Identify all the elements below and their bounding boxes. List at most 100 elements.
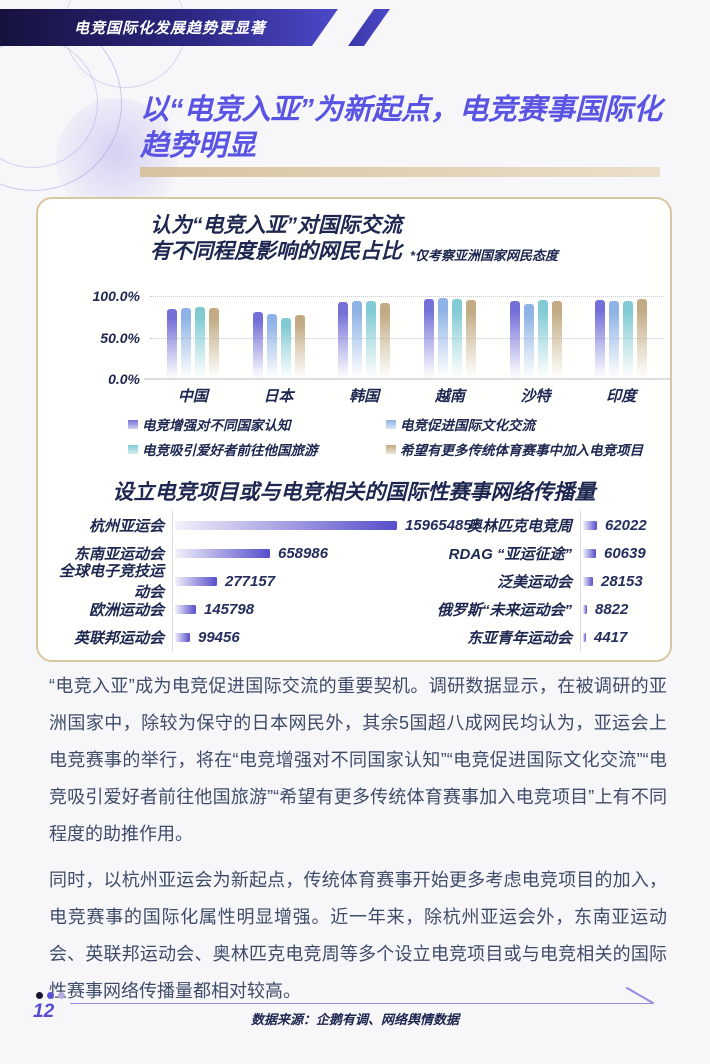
hbar-label: 英联邦运动会 — [73, 629, 164, 647]
bar — [252, 312, 263, 380]
bar-group — [578, 296, 664, 380]
hbar-value: 658986 — [278, 544, 329, 562]
hbar-row: RDAG “亚运征途” 60639 — [406, 539, 668, 567]
hbar — [583, 520, 597, 530]
bar — [551, 301, 562, 380]
chart-legend: 电竞增强对不同国家认知 电竞促进国际文化交流电竞吸引爱好者前往他国旅游 希望有更多传… — [128, 414, 643, 459]
bar — [352, 301, 363, 380]
hbar-zone: 60639 — [580, 539, 668, 567]
bar-group — [493, 296, 579, 380]
bar — [294, 314, 305, 380]
hbar-zone: 99456 — [172, 623, 488, 651]
hbar-zone: 28153 — [580, 567, 668, 595]
header-ribbon-label: 电竞国际化发展趋势更显著 — [74, 20, 267, 37]
footer-divider — [70, 1003, 652, 1004]
hbar-label: 杭州亚运会 — [88, 517, 164, 535]
hbar-row: 俄罗斯“未来运动会” 8822 — [406, 595, 668, 623]
bar — [537, 300, 548, 380]
hbar-row: 东亚青年运动会 4417 — [406, 623, 668, 651]
category-label: 印度 — [606, 388, 637, 405]
hbar-row: 全球电子竞技运动会 277157 — [48, 563, 488, 601]
legend-label: 电竞促进国际文化交流 — [400, 418, 535, 433]
hbar — [583, 632, 586, 642]
header-ribbon-stripe-icon — [348, 9, 390, 46]
hbar-zone: 658986 — [172, 539, 488, 567]
hbar-row: 杭州亚运会 15965485 — [48, 511, 488, 539]
bar — [194, 306, 205, 380]
bar — [509, 301, 520, 380]
gridline-50 — [150, 338, 664, 339]
legend-item: 电竞增强对不同国家认知 — [128, 414, 386, 434]
hbar-label: 东亚青年运动会 — [466, 629, 572, 647]
hbar-zone: 4417 — [580, 623, 668, 651]
category-label: 韩国 — [349, 388, 380, 405]
survey-chart-note: *仅考察亚洲国家网民态度 — [409, 248, 559, 263]
hbar-row: 欧洲运动会 145798 — [48, 595, 488, 623]
bar — [637, 299, 648, 380]
bar — [609, 301, 620, 380]
footer-arrow-icon — [626, 987, 654, 1004]
spread-chart-right-column: 奥林匹克电竞周 62022 RDAG “亚运征途” 60639 泛美运动会 28153 俄罗… — [406, 511, 668, 651]
hbar-value: 60639 — [604, 544, 646, 562]
hbar-value: 8822 — [595, 600, 629, 618]
body-paragraph-1: “电竞入亚”成为电竞促进国际交流的重要契机。调研数据显示，在被调研的亚洲国家中，… — [49, 676, 667, 844]
hbar-row: 奥林匹克电竞周 62022 — [406, 511, 668, 539]
bar — [595, 300, 606, 380]
legend-marker-icon — [386, 419, 396, 429]
legend-label: 电竞增强对不同国家认知 — [142, 418, 291, 433]
hbar-row: 英联邦运动会 99456 — [48, 623, 488, 651]
category-label: 沙特 — [520, 388, 551, 405]
bar — [208, 307, 219, 380]
page-title: 以“电竞入亚”为新起点，电竞赛事国际化趋势明显 — [140, 94, 663, 162]
charts-card: 认为“电竞入亚”对国际交流 有不同程度影响的网民占比 *仅考察亚洲国家网民态度 1… — [36, 197, 672, 662]
bar — [266, 313, 277, 380]
hbar — [583, 576, 593, 586]
bar — [380, 302, 391, 380]
title-underline — [140, 167, 660, 177]
legend-marker-icon — [128, 419, 138, 429]
bar-group — [150, 296, 236, 380]
page-number: 12 — [33, 1001, 55, 1022]
data-source-note: 数据来源：企鹅有调、网络舆情数据 — [250, 1012, 459, 1027]
hbar-value: 99456 — [198, 628, 240, 646]
hbar-zone: 62022 — [580, 511, 668, 539]
survey-chart-title: 认为“电竞入亚”对国际交流 有不同程度影响的网民占比 — [149, 214, 402, 263]
bar — [451, 299, 462, 380]
axis-baseline — [144, 378, 670, 380]
spread-chart-title: 设立电竞项目或与电竞相关的国际性赛事网络传播量 — [112, 481, 596, 504]
legend-item: 电竞促进国际文化交流 — [386, 414, 643, 434]
hbar — [175, 548, 270, 558]
hbar-value: 28153 — [601, 572, 643, 590]
hbar-value: 62022 — [605, 516, 647, 534]
bar-groups — [150, 296, 664, 380]
bar — [437, 297, 448, 380]
bar — [166, 309, 177, 380]
legend-item: 电竞吸引爱好者前往他国旅游 — [128, 439, 386, 459]
bar-group — [321, 296, 407, 380]
hbar — [175, 576, 217, 586]
category-labels: 中国 日本 韩国 越南 沙特 印度 — [150, 385, 664, 406]
hbar-label: 泛美运动会 — [496, 573, 572, 591]
legend-marker-icon — [128, 444, 138, 454]
hbar — [583, 548, 596, 558]
footer-dots-icon — [36, 992, 65, 999]
legend-label: 希望有更多传统体育赛事中加入电竞项目 — [400, 443, 643, 458]
header-ribbon: 电竞国际化发展趋势更显著 — [0, 9, 338, 46]
hbar-label: RDAG “亚运征途” — [448, 545, 572, 563]
bar — [366, 301, 377, 380]
hbar — [175, 520, 397, 530]
bar — [465, 300, 476, 380]
hbar-label: 欧洲运动会 — [88, 601, 164, 619]
legend-label: 电竞吸引爱好者前往他国旅游 — [142, 443, 318, 458]
bar — [280, 317, 291, 380]
spread-chart-left-column: 杭州亚运会 15965485 东南亚运动会 658986 全球电子竞技运动会 277157… — [48, 511, 488, 651]
hbar-row: 泛美运动会 28153 — [406, 567, 668, 595]
hbar-value: 4417 — [594, 628, 628, 646]
hbar — [175, 632, 190, 642]
hbar-value: 145798 — [204, 600, 255, 618]
category-label: 越南 — [434, 388, 465, 405]
hbar-row: 东南亚运动会 658986 — [48, 539, 488, 567]
bar — [423, 299, 434, 380]
body-paragraph-2: 同时，以杭州亚运会为新起点，传统体育赛事开始更多考虑电竞项目的加入，电竞赛事的国… — [49, 870, 667, 1001]
